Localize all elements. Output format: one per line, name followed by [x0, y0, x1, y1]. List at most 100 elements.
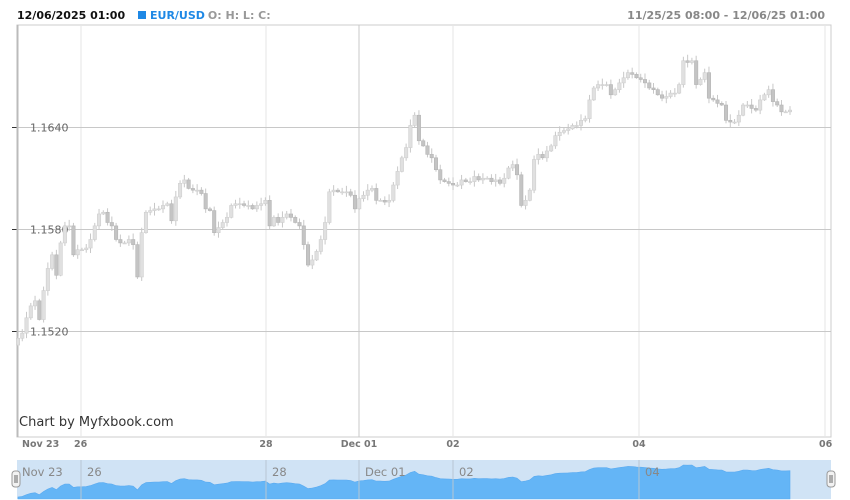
candle[interactable] [314, 249, 319, 261]
candle[interactable] [787, 106, 792, 115]
candle[interactable] [570, 123, 575, 130]
candle[interactable] [246, 200, 251, 210]
candle[interactable] [199, 187, 204, 196]
candle[interactable] [395, 166, 400, 190]
candle[interactable] [442, 177, 447, 183]
candle[interactable] [165, 201, 170, 207]
candle[interactable] [412, 112, 417, 128]
candle[interactable] [459, 174, 464, 190]
candle[interactable] [173, 190, 178, 226]
candle[interactable] [33, 295, 38, 310]
candle[interactable] [613, 87, 618, 96]
candle[interactable] [745, 101, 750, 109]
candle[interactable] [741, 103, 746, 117]
candle[interactable] [463, 177, 468, 183]
candle[interactable] [468, 177, 473, 185]
candle[interactable] [207, 206, 212, 212]
candle[interactable] [574, 121, 579, 129]
candle[interactable] [387, 194, 392, 208]
candle[interactable] [476, 173, 481, 182]
candle[interactable] [404, 143, 409, 161]
candle[interactable] [715, 94, 720, 108]
candle[interactable] [758, 94, 763, 115]
candle[interactable] [724, 101, 729, 124]
candle[interactable] [438, 164, 443, 184]
candle[interactable] [259, 197, 264, 211]
candle[interactable] [711, 95, 716, 102]
candle[interactable] [591, 85, 596, 101]
candle[interactable] [668, 90, 673, 99]
candle[interactable] [263, 197, 268, 206]
candle[interactable] [92, 222, 97, 242]
candle[interactable] [331, 185, 336, 196]
candle[interactable] [749, 99, 754, 114]
candle[interactable] [352, 190, 357, 213]
candle[interactable] [753, 105, 758, 113]
candle[interactable] [775, 98, 780, 108]
candle[interactable] [28, 302, 33, 320]
candle[interactable] [706, 66, 711, 104]
candle[interactable] [527, 188, 532, 202]
candle[interactable] [143, 210, 148, 234]
candle[interactable] [515, 158, 520, 180]
candle[interactable] [37, 298, 42, 321]
candle[interactable] [220, 219, 225, 230]
candle[interactable] [45, 262, 50, 296]
candle[interactable] [579, 114, 584, 131]
candle[interactable] [216, 221, 221, 238]
candle[interactable] [340, 187, 345, 195]
candle[interactable] [156, 205, 161, 211]
candle[interactable] [250, 203, 255, 210]
candle[interactable] [770, 83, 775, 107]
candle[interactable] [114, 222, 119, 242]
candle[interactable] [642, 73, 647, 88]
candle[interactable] [421, 138, 426, 147]
candle[interactable] [301, 219, 306, 250]
candle[interactable] [655, 87, 660, 96]
candle[interactable] [152, 202, 157, 216]
candle[interactable] [485, 176, 490, 180]
candle[interactable] [625, 69, 630, 80]
candle[interactable] [15, 336, 20, 347]
candle[interactable] [425, 141, 430, 158]
candle[interactable] [58, 240, 63, 277]
candle[interactable] [762, 92, 767, 101]
candle[interactable] [105, 208, 110, 226]
candle[interactable] [451, 177, 456, 191]
candle[interactable] [557, 126, 562, 141]
candle[interactable] [510, 160, 515, 172]
candle[interactable] [344, 185, 349, 197]
candle[interactable] [698, 77, 703, 86]
candle[interactable] [600, 78, 605, 90]
candle[interactable] [276, 213, 281, 226]
candle[interactable] [540, 151, 545, 160]
handle-grip[interactable] [826, 470, 836, 488]
candle[interactable] [728, 114, 733, 128]
candle[interactable] [131, 233, 136, 250]
candle[interactable] [318, 235, 323, 255]
candle[interactable] [566, 123, 571, 135]
candle[interactable] [651, 82, 656, 94]
candle[interactable] [242, 200, 247, 208]
candle[interactable] [446, 177, 451, 187]
candle[interactable] [310, 254, 315, 270]
candle[interactable] [596, 80, 601, 91]
candle[interactable] [685, 54, 690, 68]
candle[interactable] [660, 90, 665, 102]
candle[interactable] [493, 173, 498, 187]
candle[interactable] [736, 110, 741, 127]
navigator-handle-left[interactable] [11, 470, 21, 488]
candle[interactable] [212, 206, 217, 236]
candle[interactable] [489, 174, 494, 185]
candle[interactable] [638, 73, 643, 83]
handle-grip[interactable] [11, 470, 21, 488]
candle[interactable] [429, 148, 434, 163]
candle[interactable] [79, 247, 84, 252]
candle[interactable] [647, 79, 652, 90]
candle[interactable] [536, 148, 541, 165]
candle[interactable] [672, 88, 677, 98]
candle[interactable] [288, 208, 293, 222]
candle[interactable] [203, 188, 208, 213]
navigator[interactable]: Nov 23 26 28 Dec 01 02 04 [11, 460, 836, 500]
candle[interactable] [664, 90, 669, 104]
